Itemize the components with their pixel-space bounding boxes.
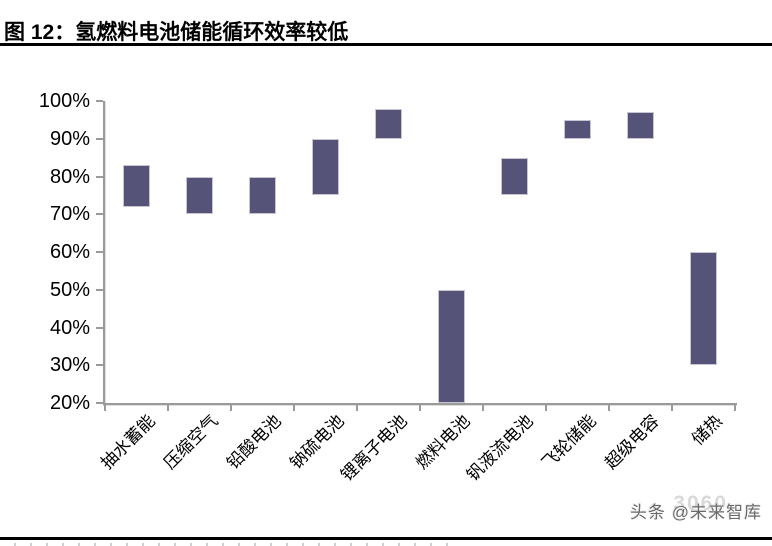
y-axis-label: 30%	[49, 354, 90, 377]
x-axis-tick	[230, 404, 232, 411]
watermark: 头条 @未来智库	[630, 503, 762, 522]
y-axis-label: 40%	[49, 316, 90, 339]
range-bar	[690, 252, 717, 366]
range-bar	[123, 165, 150, 207]
x-axis-label: 锂离子电池	[336, 411, 411, 485]
y-axis-tick	[96, 175, 103, 178]
y-axis-label: 80%	[49, 165, 90, 188]
x-axis-label: 燃料电池	[411, 411, 474, 473]
range-bar	[564, 119, 591, 139]
y-axis-tick	[96, 100, 103, 102]
x-axis-label: 钒液流电池	[462, 411, 537, 485]
y-axis-tick	[96, 326, 103, 329]
y-axis-label: 100%	[38, 90, 90, 112]
x-axis-label: 压缩空气	[159, 411, 222, 473]
title-underline	[0, 43, 772, 46]
range-bar	[249, 176, 276, 215]
y-axis-line	[103, 101, 105, 405]
x-axis-tick	[419, 404, 421, 411]
x-axis-tick	[671, 404, 673, 411]
bottom-divider	[0, 537, 772, 540]
range-bar	[501, 157, 528, 196]
y-axis-tick	[96, 137, 103, 140]
y-axis-tick	[96, 213, 103, 216]
x-axis-label: 钠硫电池	[285, 411, 348, 473]
y-axis-label: 20%	[49, 392, 90, 414]
range-bar	[375, 108, 402, 139]
range-bar	[312, 138, 339, 196]
x-axis-label: 飞轮储能	[537, 411, 600, 473]
range-bar	[627, 112, 654, 139]
x-axis-tick	[167, 404, 169, 411]
y-axis-tick	[96, 288, 103, 291]
y-axis-label: 90%	[49, 127, 90, 150]
x-axis-tick	[734, 404, 736, 411]
x-axis-tick	[608, 404, 610, 411]
y-axis-label: 50%	[49, 278, 90, 301]
figure-title: 图 12：氢燃料电池储能循环效率较低	[4, 21, 349, 45]
x-axis-label: 超级电容	[600, 411, 663, 473]
range-bar	[186, 176, 213, 215]
y-axis-tick	[96, 402, 103, 404]
clipped-source-text	[14, 543, 454, 546]
x-axis-tick	[545, 404, 547, 411]
y-axis-tick	[96, 364, 103, 367]
x-axis-tick	[104, 404, 106, 411]
watermark-ghost-3060: 3060	[673, 492, 728, 515]
x-axis-label: 储热	[687, 411, 726, 449]
x-axis-tick	[293, 404, 295, 411]
x-axis-tick	[482, 404, 484, 411]
y-axis-tick	[96, 251, 103, 253]
range-bar	[438, 289, 465, 403]
y-axis-label: 60%	[49, 241, 90, 263]
x-axis-label: 抽水蓄能	[96, 411, 159, 473]
x-axis-label: 铅酸电池	[222, 411, 285, 473]
x-axis-tick	[356, 404, 358, 411]
y-axis-label: 70%	[49, 203, 90, 226]
